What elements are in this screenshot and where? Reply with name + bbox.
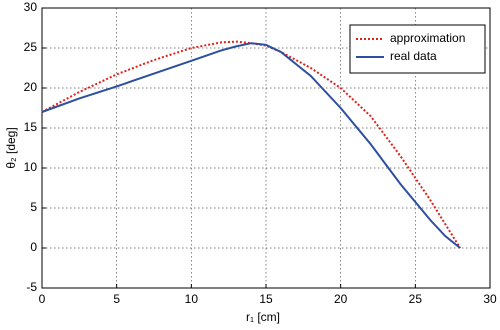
y-tick-label: 10 xyxy=(24,160,38,174)
series-line xyxy=(41,40,461,249)
y-tick-label: 25 xyxy=(24,40,38,54)
plot-frame xyxy=(41,7,491,289)
y-tick-label: 20 xyxy=(24,80,38,94)
x-tick-label: 20 xyxy=(334,292,348,306)
y-tick-label: 15 xyxy=(24,120,38,134)
x-tick-label: 5 xyxy=(113,292,120,306)
y-tick-label: 5 xyxy=(30,200,37,214)
x-tick-label: 15 xyxy=(259,292,273,306)
y-tick-label: 30 xyxy=(24,0,38,14)
y-tick-label: -5 xyxy=(26,280,37,294)
x-tick-label: 25 xyxy=(409,292,423,306)
x-axis-label: r₁ [cm] xyxy=(246,310,280,324)
y-axis-label: θ₂ [deg] xyxy=(4,127,18,168)
legend-box xyxy=(349,24,486,74)
x-tick-label: 10 xyxy=(185,292,199,306)
legend-label: approximation xyxy=(390,31,465,45)
series-line xyxy=(41,42,461,249)
legend-label: real data xyxy=(390,49,437,63)
x-tick-label: 0 xyxy=(39,292,46,306)
x-tick-label: 30 xyxy=(483,292,497,306)
y-tick-label: 0 xyxy=(30,240,37,254)
